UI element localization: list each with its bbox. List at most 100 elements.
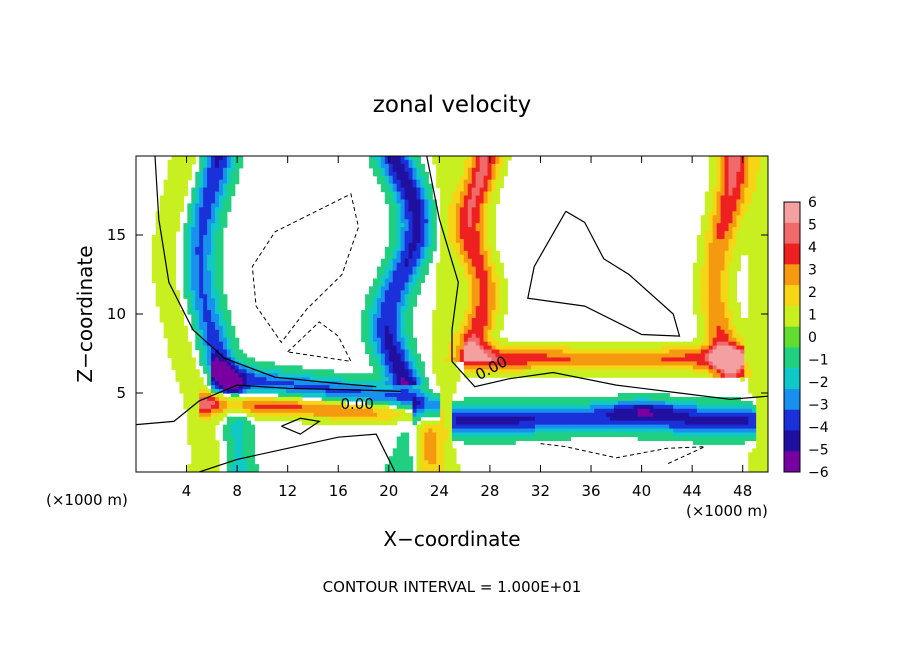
field-cell (199, 361, 204, 366)
field-cell (475, 349, 481, 355)
field-cell (416, 270, 421, 276)
field-cell (203, 369, 208, 374)
field-cell (491, 424, 497, 430)
field-cell (183, 290, 188, 295)
field-cell (211, 389, 216, 394)
field-cell (207, 298, 212, 303)
field-cell (416, 254, 421, 260)
field-cell (420, 381, 425, 386)
field-cell (487, 242, 493, 248)
field-cell (471, 290, 477, 295)
field-cell (534, 365, 540, 370)
field-cell (373, 325, 378, 331)
field-cell (195, 345, 200, 351)
field-cell (238, 381, 244, 386)
field-cell (483, 294, 489, 299)
field-cell (392, 215, 398, 220)
field-cell (598, 341, 603, 347)
field-cell (286, 381, 291, 386)
field-cell (361, 310, 366, 315)
field-cell (467, 156, 473, 161)
field-cell (633, 365, 639, 370)
field-cell (554, 420, 560, 426)
field-cell (392, 317, 398, 323)
field-cell (238, 385, 244, 390)
field-cell (487, 306, 493, 311)
field-cell (673, 396, 678, 402)
field-cell (448, 219, 453, 224)
field-cell (191, 231, 196, 236)
field-cell (503, 282, 508, 287)
field-cell (392, 329, 398, 335)
field-cell (270, 404, 275, 410)
field-cell (167, 278, 173, 283)
field-cell (487, 167, 493, 173)
field-cell (657, 416, 662, 422)
field-cell (278, 381, 283, 386)
field-cell (408, 262, 414, 268)
field-cell (483, 203, 489, 208)
field-cell (187, 373, 192, 378)
field-cell (432, 235, 437, 240)
field-cell (637, 345, 643, 351)
field-cell (167, 227, 173, 232)
field-cell (574, 416, 579, 422)
field-cell (246, 464, 252, 469)
field-cell (183, 163, 188, 169)
field-cell (420, 254, 425, 260)
field-cell (503, 290, 508, 295)
field-cell (471, 167, 477, 173)
field-cell (400, 175, 406, 181)
field-cell (499, 274, 504, 280)
field-cell (187, 468, 192, 472)
field-cell (380, 373, 386, 378)
field-cell (455, 349, 461, 355)
field-cell (657, 436, 662, 441)
field-cell (155, 223, 161, 228)
field-cell (661, 365, 666, 370)
field-cell (400, 412, 406, 418)
field-cell (467, 246, 473, 252)
field-cell (432, 246, 437, 252)
field-cell (590, 345, 595, 351)
field-cell (491, 302, 497, 307)
field-cell (519, 345, 524, 351)
field-cell (155, 266, 161, 272)
field-cell (171, 227, 177, 232)
field-cell (199, 215, 204, 220)
field-cell (570, 408, 576, 414)
field-cell (692, 278, 698, 283)
field-cell (440, 452, 445, 457)
field-cell (234, 432, 240, 438)
field-cell (463, 211, 469, 216)
field-cell (349, 381, 354, 386)
field-cell (396, 317, 402, 323)
field-cell (404, 203, 410, 208)
field-cell (546, 428, 552, 434)
field-cell (483, 333, 489, 339)
field-cell (286, 373, 291, 378)
field-cell (467, 238, 473, 244)
field-cell (337, 400, 342, 406)
field-cell (163, 325, 169, 331)
field-cell (483, 238, 489, 244)
field-cell (487, 195, 493, 201)
field-cell (436, 349, 441, 355)
field-cell (432, 436, 437, 441)
field-cell (436, 317, 441, 323)
field-cell (246, 361, 252, 366)
field-cell (487, 231, 493, 236)
field-cell (404, 448, 410, 453)
field-cell (199, 448, 204, 453)
field-cell (507, 357, 512, 362)
field-cell (353, 408, 358, 414)
field-cell (167, 163, 173, 169)
field-cell (455, 290, 461, 295)
field-cell (218, 195, 224, 201)
field-cell (266, 381, 271, 386)
field-cell (570, 412, 576, 418)
field-cell (455, 345, 461, 351)
field-cell (400, 159, 406, 165)
field-cell (570, 365, 576, 370)
field-cell (463, 159, 469, 165)
